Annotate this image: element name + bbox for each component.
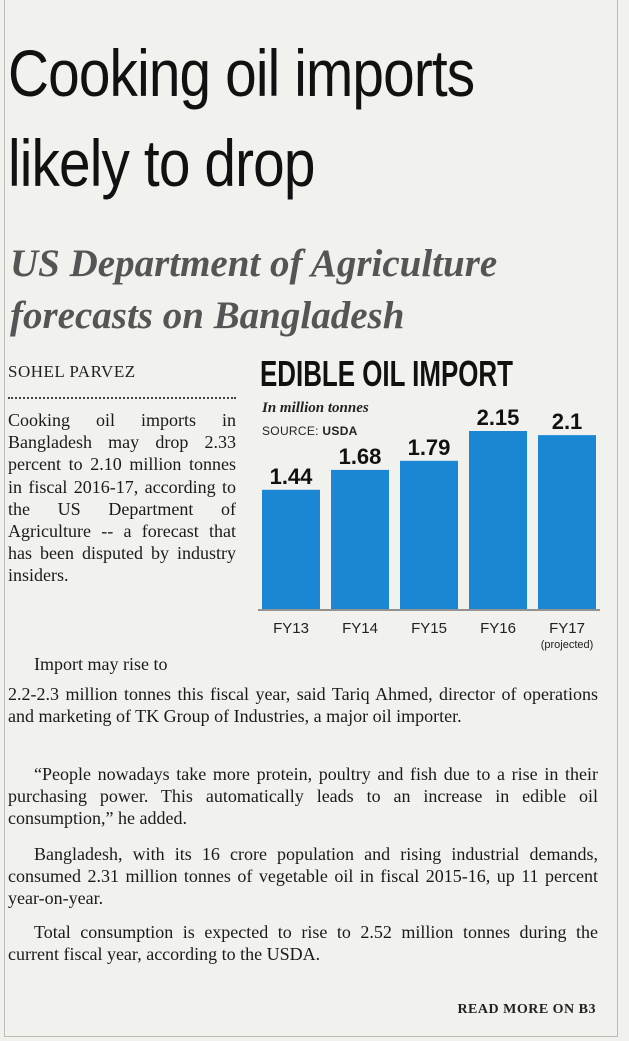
read-more-link[interactable]: READ MORE ON B3 xyxy=(457,1002,596,1017)
paragraph-2-rest: 2.2-2.3 million tonnes this fiscal year,… xyxy=(8,684,598,727)
bar-fy17 xyxy=(538,435,596,609)
article-frame xyxy=(4,0,618,1037)
category-label: FY14 xyxy=(342,620,378,637)
value-label: 1.68 xyxy=(339,444,382,469)
byline: SOHEL PARVEZ xyxy=(8,362,136,381)
category-label: FY17 xyxy=(549,620,585,637)
category-label: FY13 xyxy=(273,620,309,637)
headline: Cooking oil imports likely to drop xyxy=(8,36,475,200)
bar-fy14 xyxy=(331,469,389,609)
chart-source-value: USDA xyxy=(322,424,358,438)
value-label: 2.1 xyxy=(552,409,583,434)
paragraph-1: Cooking oil imports in Bangladesh may dr… xyxy=(8,410,236,586)
category-label: FY16 xyxy=(480,620,516,637)
paragraph-2-start: Import may rise to xyxy=(34,654,168,674)
chart-source: SOURCE: USDA xyxy=(262,424,358,438)
deck: US Department of Agriculture forecasts o… xyxy=(10,242,498,337)
value-label: 1.44 xyxy=(270,464,314,489)
chart-source-label: SOURCE: xyxy=(262,424,319,438)
value-label: 1.79 xyxy=(408,435,451,460)
paragraph-3: “People nowadays take more protein, poul… xyxy=(8,764,598,829)
category-note: (projected) xyxy=(541,639,594,651)
paragraph-4: Bangladesh, with its 16 crore population… xyxy=(8,844,598,909)
chart-title: EDIBLE OIL IMPORT xyxy=(260,353,513,394)
bar-fy13 xyxy=(262,489,320,609)
category-label: FY15 xyxy=(411,620,447,637)
value-label: 2.15 xyxy=(477,405,520,430)
byline-divider xyxy=(8,397,236,399)
paragraph-5: Total consumption is expected to rise to… xyxy=(8,922,598,965)
chart-subtitle: In million tonnes xyxy=(262,400,369,416)
bar-fy15 xyxy=(400,460,458,609)
bar-fy16 xyxy=(469,431,527,609)
